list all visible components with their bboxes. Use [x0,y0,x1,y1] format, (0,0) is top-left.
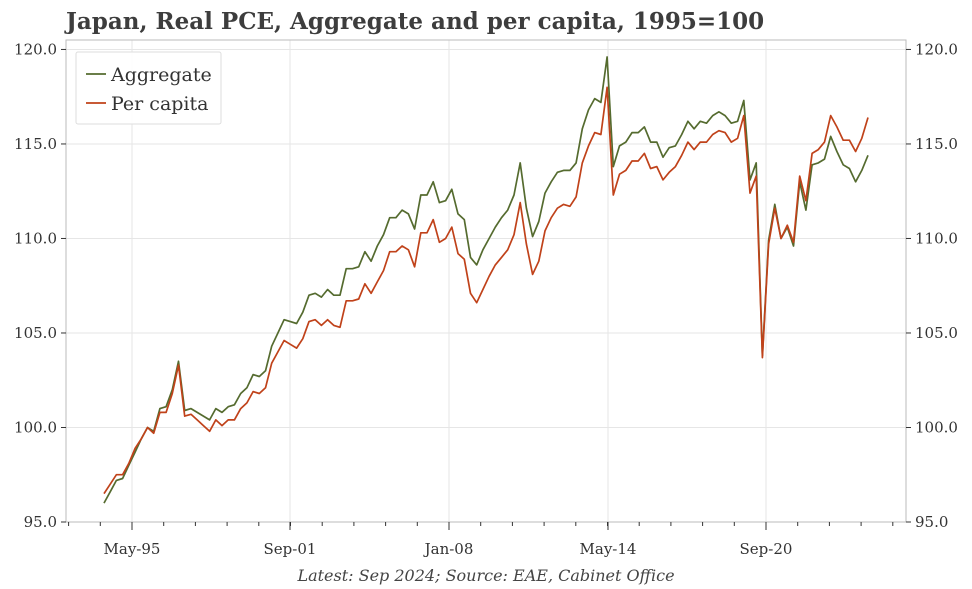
x-tick-label: May-14 [580,540,637,558]
x-tick-label: Sep-20 [740,540,793,558]
y-tick-label: 100.0 [14,418,57,436]
legend-label: Aggregate [110,64,212,86]
chart-title: Japan, Real PCE, Aggregate and per capit… [66,8,765,35]
legend: Aggregate Per capita [75,51,222,125]
x-tick-label: Jan-08 [423,540,474,558]
legend-box [75,51,222,125]
y-tick-label-right: 120.0 [915,40,958,58]
y-tick-label-right: 100.0 [915,418,958,436]
chart-source-note: Latest: Sep 2024; Source: EAE, Cabinet O… [297,566,675,585]
legend-label: Per capita [111,93,208,115]
y-tick-label: 120.0 [14,40,57,58]
y-tick-label: 105.0 [14,324,57,342]
x-tick-label: Sep-01 [264,540,317,558]
y-tick-label-right: 105.0 [915,324,958,342]
x-tick-label: May-95 [104,540,161,558]
y-tick-label: 115.0 [14,135,57,153]
plot-frame [65,39,907,523]
y-tick-label-right: 95.0 [915,513,948,531]
axes: 95.0 95.0 100.0 100.0 105.0 105.0 110.0 110.0 11… [14,39,958,558]
y-tick-label: 110.0 [14,229,57,247]
y-tick-label-right: 115.0 [915,135,958,153]
y-tick-label-right: 110.0 [915,229,958,247]
series-line-per-capita [103,86,869,495]
series-line-aggregate [103,56,869,504]
series-lines [103,56,869,504]
y-tick-label: 95.0 [24,513,57,531]
